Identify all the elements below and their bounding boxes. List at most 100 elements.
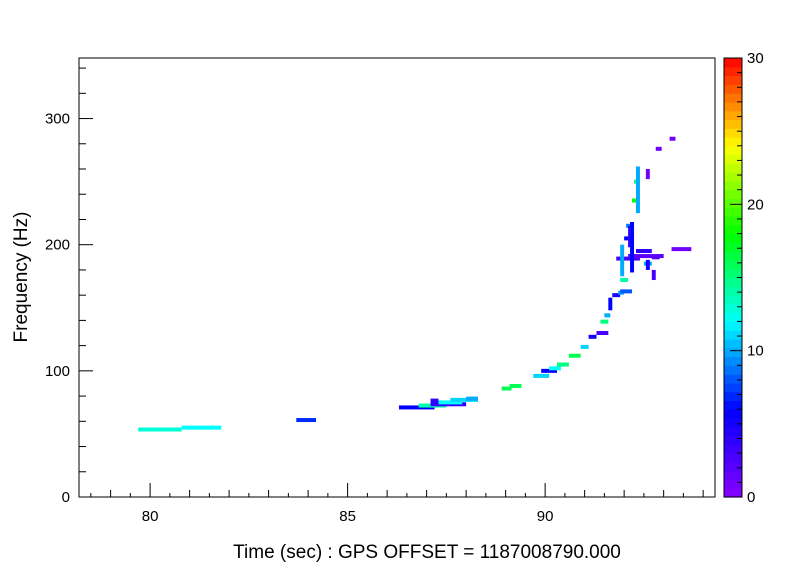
spectrogram-tile xyxy=(533,373,550,378)
colorbar-segment xyxy=(724,444,742,454)
colorbar-segment xyxy=(724,277,742,287)
colorbar-segment xyxy=(724,426,742,437)
y-tick-label: 300 xyxy=(45,111,70,128)
colorbar-segment xyxy=(724,295,742,305)
x-axis: 80 85 90 xyxy=(90,483,704,525)
colorbar-segment xyxy=(724,303,742,314)
spectrogram-tile xyxy=(556,362,569,367)
colorbar-segment xyxy=(724,198,742,208)
spectrogram-tile xyxy=(588,334,597,339)
colorbar-segment xyxy=(724,110,742,121)
x-tick-label: 80 xyxy=(142,508,159,525)
spectrogram-streak xyxy=(620,244,625,277)
x-axis-title: Time (sec) : GPS OFFSET = 1187008790.000 xyxy=(233,542,621,563)
spectrogram-tile xyxy=(620,289,633,294)
spectrogram-tile xyxy=(651,255,660,260)
colorbar-segment xyxy=(724,479,742,489)
spectrogram-streak xyxy=(630,221,635,273)
colorbar-tick-label: 30 xyxy=(747,50,764,67)
spectrogram-streak xyxy=(635,166,640,214)
colorbar-segment xyxy=(724,207,742,217)
colorbar-segment xyxy=(724,409,742,419)
spectrogram-streak xyxy=(628,225,631,248)
colorbar-segment xyxy=(724,224,742,235)
colorbar-segment xyxy=(724,145,742,156)
colorbar-segment xyxy=(724,330,742,340)
spectrogram-tile xyxy=(181,425,222,430)
colorbar-segment xyxy=(724,101,742,112)
spectrogram-tile xyxy=(671,247,692,252)
spectrogram-tile xyxy=(438,400,463,405)
colorbar-segment xyxy=(724,461,742,472)
colorbar-segment xyxy=(724,163,742,173)
spectrogram-tile xyxy=(450,397,478,402)
spectrogram-streak xyxy=(645,259,650,270)
spectrogram-tile xyxy=(628,254,664,259)
colorbar-segment xyxy=(724,347,742,358)
colorbar-segment xyxy=(724,356,742,366)
spectrogram-streak xyxy=(645,169,650,180)
x-tick-label: 85 xyxy=(339,508,356,525)
y-tick-label: 0 xyxy=(62,489,70,506)
colorbar-tick-label: 20 xyxy=(747,196,764,213)
colorbar-segment xyxy=(724,137,742,147)
spectrogram-tile xyxy=(549,366,561,371)
colorbar-segment xyxy=(724,93,742,103)
colorbar-segment xyxy=(724,66,742,77)
spectrogram-tile xyxy=(620,278,629,283)
colorbar-segment xyxy=(724,180,742,191)
spectrogram-tile xyxy=(296,418,317,423)
spectrogram-tile xyxy=(632,198,638,203)
y-axis: 0 100 200 300 xyxy=(45,67,93,506)
y-axis-title: Frequency (Hz) xyxy=(11,212,32,343)
spectrogram-tile xyxy=(669,136,676,141)
colorbar-segment xyxy=(724,417,742,428)
colorbar-segment xyxy=(724,382,742,393)
colorbar-segment xyxy=(724,58,742,68)
colorbar-segment xyxy=(724,365,742,375)
spectrogram-tile xyxy=(596,331,609,336)
spectrogram-tile xyxy=(466,396,478,401)
colorbar-segment xyxy=(724,321,742,331)
spectrogram-tile xyxy=(568,353,581,358)
spectrogram-tile xyxy=(398,405,435,410)
colorbar-segment xyxy=(724,435,742,445)
spectrogram-tile xyxy=(604,313,611,318)
colorbar-segment xyxy=(724,154,742,164)
colorbar-segment xyxy=(724,251,742,261)
colorbar-segment xyxy=(724,374,742,384)
colorbar-segment xyxy=(724,470,742,481)
spectrogram-tile xyxy=(600,319,609,324)
colorbar-segment xyxy=(724,119,742,129)
colorbar-segment xyxy=(724,172,742,182)
colorbar-segment xyxy=(724,312,742,322)
colorbar-segment xyxy=(724,84,742,94)
colorbar-segment xyxy=(724,233,742,243)
y-tick-label: 100 xyxy=(45,363,70,380)
y-tick-label: 200 xyxy=(45,237,70,254)
colorbar-segment xyxy=(724,338,742,349)
spectrogram-streak xyxy=(651,269,656,281)
colorbar-segment xyxy=(724,75,742,85)
colorbar-segment xyxy=(724,286,742,296)
spectrogram-streak xyxy=(430,398,439,407)
spectrogram-tile xyxy=(509,383,522,388)
x-tick-label: 90 xyxy=(537,508,554,525)
spectrogram-tiles xyxy=(138,136,692,432)
colorbar-segment xyxy=(724,453,742,463)
colorbar-tick-label: 10 xyxy=(747,343,764,360)
colorbar-segment xyxy=(724,400,742,410)
spectrogram-tile xyxy=(655,146,662,151)
colorbar-segment xyxy=(724,128,742,138)
spectrogram-tile xyxy=(138,427,182,432)
spectrogram-tile xyxy=(541,368,557,373)
colorbar-segment xyxy=(724,391,742,402)
spectrogram-streak xyxy=(608,297,613,311)
spectrogram-tile xyxy=(616,256,640,261)
colorbar: 0 10 20 30 xyxy=(723,50,764,506)
colorbar-tick-label: 0 xyxy=(747,489,755,506)
colorbar-segment xyxy=(724,259,742,270)
spectrogram-tile xyxy=(580,344,589,349)
spectrogram-tile xyxy=(612,293,621,298)
